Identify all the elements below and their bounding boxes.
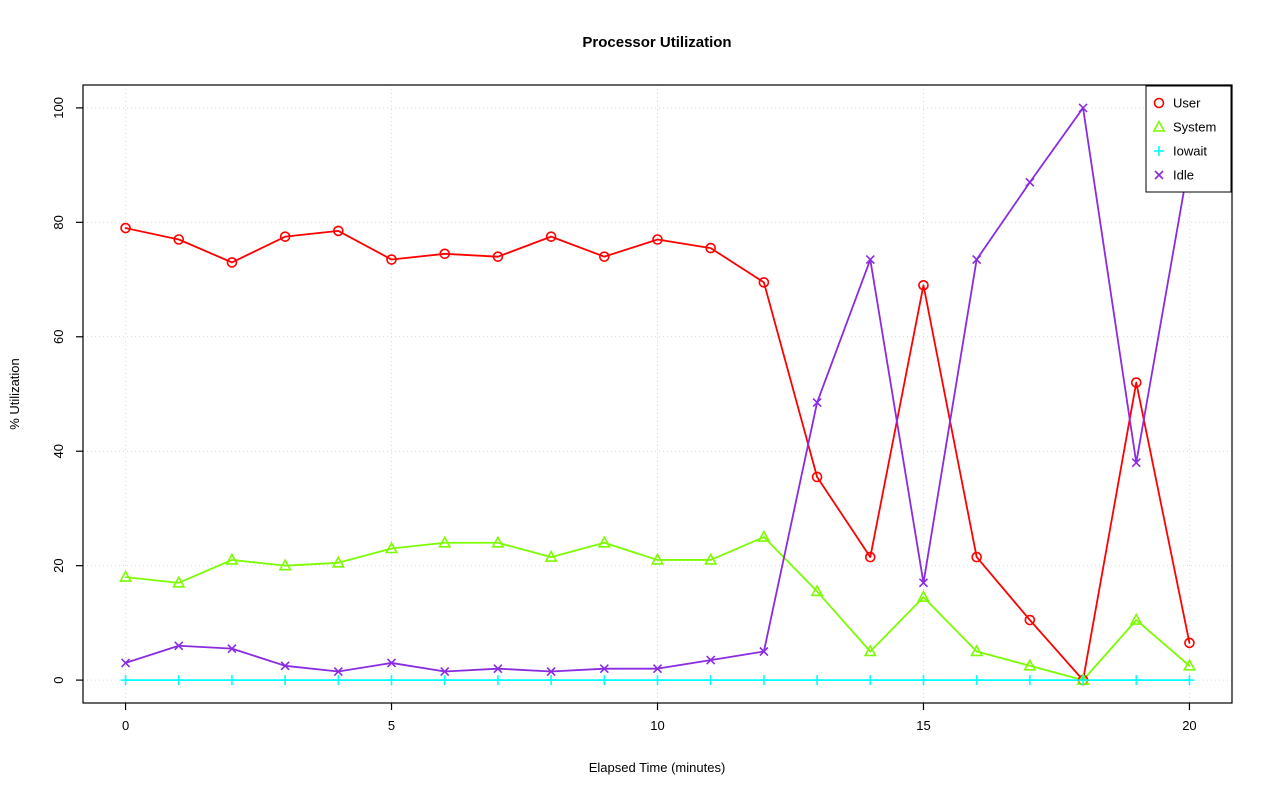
marker-circle [1024, 614, 1036, 626]
marker-x [706, 655, 716, 665]
marker-triangle [331, 555, 345, 568]
marker-circle [279, 231, 291, 242]
marker-circle [386, 254, 397, 265]
marker-circle [1130, 377, 1142, 388]
marker-triangle [597, 535, 611, 548]
marker-triangle [491, 535, 505, 548]
marker-x [546, 666, 556, 677]
series-line-system [124, 536, 1191, 682]
marker-triangle [650, 552, 665, 565]
y-tick-label: 0 [51, 676, 66, 683]
marker-triangle [1182, 658, 1196, 671]
x-tick-label: 20 [1182, 718, 1196, 733]
marker-triangle [278, 558, 292, 571]
marker-circle [1153, 97, 1165, 109]
marker-triangle [438, 535, 452, 548]
marker-x [759, 646, 769, 657]
marker-x [1154, 170, 1164, 180]
marker-circle [439, 248, 451, 260]
marker-circle [492, 251, 504, 262]
chart-title: Processor Utilization [582, 34, 731, 51]
marker-x [440, 666, 450, 677]
marker-triangle [544, 549, 558, 562]
marker-triangle [225, 552, 239, 565]
marker-triangle [1023, 658, 1037, 671]
marker-triangle [916, 589, 931, 602]
legend-label-iowait: Iowait [1173, 144, 1207, 159]
marker-x [652, 664, 663, 674]
marker-x [812, 398, 822, 408]
marker-x [1131, 458, 1141, 468]
marker-triangle [970, 644, 984, 657]
marker-x [865, 254, 875, 265]
marker-x [174, 641, 184, 651]
legend-label-idle: Idle [1173, 168, 1194, 183]
marker-triangle [119, 569, 133, 582]
marker-x [918, 578, 929, 588]
y-tick-label: 100 [51, 97, 66, 119]
marker-x [386, 658, 397, 668]
marker-triangle [172, 575, 186, 588]
marker-triangle [1129, 612, 1143, 625]
x-tick-label: 10 [650, 718, 664, 733]
marker-x [1078, 103, 1088, 113]
marker-triangle [810, 584, 824, 597]
marker-x [333, 666, 343, 677]
marker-circle [758, 277, 770, 288]
y-tick-label: 20 [51, 558, 66, 572]
chart-generated-layer: 0 5 10 15 20 0 20 40 60 80 100 User System Iowait Idle [51, 84, 1233, 733]
marker-circle [173, 234, 185, 245]
marker-x [972, 254, 982, 265]
marker-circle [971, 551, 982, 563]
marker-circle [1184, 637, 1195, 649]
marker-x [599, 664, 609, 674]
x-tick-label: 0 [122, 718, 129, 733]
marker-triangle [863, 644, 877, 657]
y-tick-label: 40 [51, 444, 66, 458]
marker-circle [333, 225, 344, 237]
marker-triangle [1152, 119, 1166, 132]
y-tick-label: 60 [51, 330, 66, 344]
marker-x [493, 664, 503, 674]
marker-circle [652, 234, 663, 245]
y-axis-label: % Utilization [7, 358, 22, 430]
legend-label-system: System [1173, 120, 1216, 135]
marker-x [1025, 177, 1035, 187]
marker-circle [705, 242, 716, 254]
y-tick-label: 80 [51, 215, 66, 229]
marker-circle [226, 257, 238, 268]
marker-circle [545, 231, 557, 242]
marker-circle [864, 551, 876, 563]
marker-triangle [384, 541, 399, 554]
marker-circle [918, 279, 929, 291]
marker-circle [120, 222, 131, 234]
marker-triangle [757, 529, 771, 542]
marker-triangle [704, 552, 718, 565]
marker-circle [811, 471, 823, 483]
marker-x [280, 661, 290, 671]
x-axis-label: Elapsed Time (minutes) [589, 760, 726, 775]
x-tick-label: 5 [388, 718, 395, 733]
legend-label-user: User [1173, 96, 1201, 111]
series-line-user [124, 227, 1191, 682]
marker-circle [599, 251, 610, 262]
x-tick-label: 15 [916, 718, 930, 733]
marker-x [227, 644, 237, 654]
marker-x [120, 658, 131, 668]
